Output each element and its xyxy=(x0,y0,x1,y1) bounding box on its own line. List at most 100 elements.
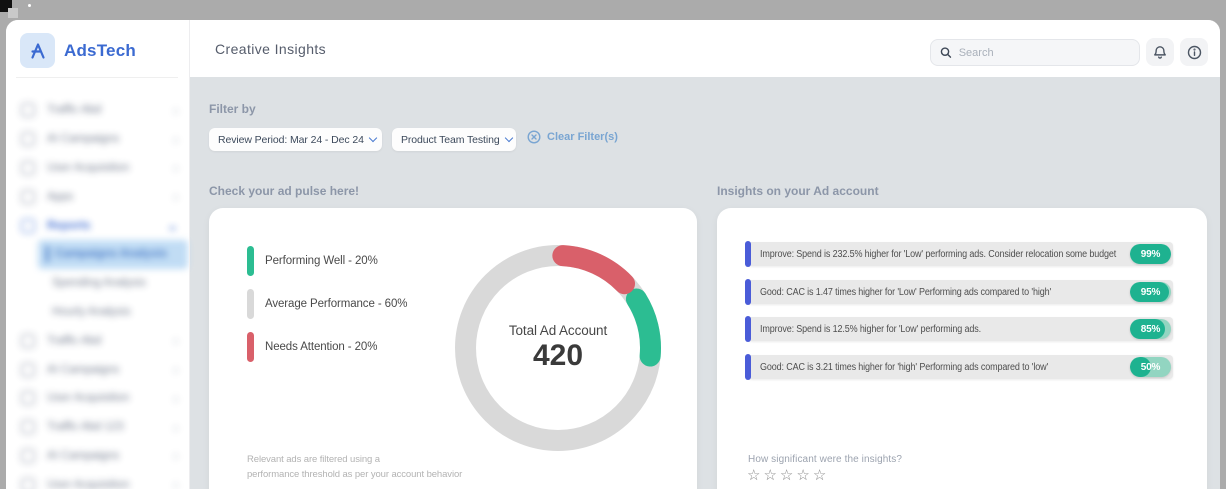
legend-item: Average Performance - 60% xyxy=(247,289,407,319)
insight-row[interactable]: Good: CAC is 1.47 times higher for 'Low'… xyxy=(748,280,1173,304)
donut-segment-needs-attention xyxy=(552,245,636,295)
sidebar-item-user-acquisition[interactable]: User Acquisition › xyxy=(6,154,190,183)
chevron-icon: › xyxy=(173,131,178,147)
rating-question: How significant were the insights? xyxy=(748,454,903,465)
notifications-button[interactable] xyxy=(1146,38,1174,66)
insight-text: Good: CAC is 1.47 times higher for 'Low'… xyxy=(760,287,1052,298)
sidebar-item-ai-campaigns[interactable]: AI Campaigns › xyxy=(6,355,190,384)
team-filter[interactable]: Product Team Testing xyxy=(392,128,516,151)
sidebar-item-ai-campaigns[interactable]: AI Campaigns › xyxy=(6,125,190,154)
nav-item-icon xyxy=(21,132,35,147)
donut-segment-performing-well xyxy=(625,288,661,367)
nav-item-icon xyxy=(21,477,35,489)
chevron-icon: › xyxy=(173,362,178,378)
donut-center-value: 420 xyxy=(532,339,584,372)
nav-item-icon xyxy=(21,420,35,435)
confidence-badge-value: 85% xyxy=(1140,323,1161,335)
review-period-value: Review Period: Mar 24 - Dec 24 xyxy=(218,133,364,146)
sidebar-item-traffic-abd[interactable]: Traffic Abd › xyxy=(6,96,190,125)
sidebar-item-hourly-analysis[interactable]: Hourly Analysis xyxy=(6,298,190,327)
star-icon[interactable]: ☆ xyxy=(812,467,830,484)
donut-legend: Performing Well - 20% Average Performance… xyxy=(247,246,407,375)
star-icon[interactable]: ☆ xyxy=(779,467,797,484)
chevron-icon: › xyxy=(173,333,178,349)
review-period-filter[interactable]: Review Period: Mar 24 - Dec 24 xyxy=(209,128,382,151)
insight-row[interactable]: Good: CAC is 3.21 times higher for 'high… xyxy=(748,355,1173,379)
page-title: Creative Insights xyxy=(215,41,327,57)
confidence-badge-value: 99% xyxy=(1140,248,1161,260)
search-box[interactable] xyxy=(930,39,1140,66)
chevron-icon: › xyxy=(173,390,178,406)
main-content: Filter by Review Period: Mar 24 - Dec 24… xyxy=(190,77,1220,489)
search-input[interactable] xyxy=(958,46,1130,59)
legend-label: Performing Well - 20% xyxy=(265,255,378,267)
header: Creative Insights xyxy=(190,20,1220,77)
nav-item-label: Traffic Abd 123 xyxy=(47,421,124,434)
confidence-badge: 95% xyxy=(1130,282,1171,302)
sidebar-item-reports[interactable]: Reports ⌄ xyxy=(6,211,190,240)
chevron-down-icon xyxy=(368,133,378,143)
sidebar-item-ai-campaigns[interactable]: AI Campaigns › xyxy=(6,442,190,471)
chevron-icon: ⌄ xyxy=(167,217,178,233)
info-button[interactable] xyxy=(1180,38,1208,66)
confidence-badge: 85% xyxy=(1130,319,1171,339)
confidence-badge: 50% xyxy=(1130,357,1171,377)
star-rating[interactable]: ☆☆☆☆☆ xyxy=(747,466,829,484)
donut-center-label: Total Ad Account xyxy=(508,323,608,338)
sidebar-nav: Traffic Abd › AI Campaigns › User Acquisitio… xyxy=(6,96,190,489)
insight-accent-bar xyxy=(745,279,751,305)
sidebar: AdsTech Traffic Abd › AI Campaigns › User Ac… xyxy=(6,20,190,489)
team-filter-value: Product Team Testing xyxy=(401,133,500,146)
nav-item-label: Spending Analysis xyxy=(52,277,146,290)
legend-item: Needs Attention - 20% xyxy=(247,332,407,362)
confidence-badge-fill xyxy=(1130,282,1169,302)
legend-color-bar xyxy=(247,289,254,319)
pulse-section-title: Check your ad pulse here! xyxy=(209,184,360,198)
pulse-footnote: Relevant ads are filtered using a perfor… xyxy=(247,454,463,480)
confidence-badge: 99% xyxy=(1130,244,1171,264)
confidence-badge-fill xyxy=(1130,319,1165,339)
nav-item-label: AI Campaigns xyxy=(47,133,120,146)
search-icon xyxy=(940,47,952,58)
brand-logo[interactable]: AdsTech xyxy=(20,33,136,68)
chevron-icon: › xyxy=(173,448,178,464)
cursor-dot xyxy=(28,4,31,7)
donut-chart: Total Ad Account 420 xyxy=(453,243,663,453)
insight-accent-bar xyxy=(745,354,751,380)
legend-color-bar xyxy=(247,246,254,276)
nav-item-label: User Acquisition xyxy=(47,161,130,174)
star-icon[interactable]: ☆ xyxy=(747,467,764,484)
clear-filters-button[interactable]: Clear Filter(s) xyxy=(527,130,618,144)
nav-item-icon xyxy=(21,160,35,175)
sidebar-item-traffic-abd[interactable]: Traffic Abd › xyxy=(6,326,190,355)
insight-accent-bar xyxy=(745,241,751,267)
sidebar-item-user-acquisition[interactable]: User Acquisition › xyxy=(6,470,190,489)
sidebar-item-spending-analysis[interactable]: Spending Analysis xyxy=(6,269,190,298)
sidebar-item-traffic-abd-123[interactable]: Traffic Abd 123 › xyxy=(6,413,190,442)
legend-label: Needs Attention - 20% xyxy=(265,341,378,353)
legend-label: Average Performance - 60% xyxy=(265,298,408,310)
star-icon[interactable]: ☆ xyxy=(796,467,813,484)
sidebar-item-user-acquisition[interactable]: User Acquisition › xyxy=(6,384,190,413)
insight-text: Good: CAC is 3.21 times higher for 'high… xyxy=(760,362,1049,373)
sidebar-item-campaigns-analysis[interactable]: Campaigns Analysis xyxy=(38,239,188,269)
insight-row[interactable]: Improve: Spend is 232.5% higher for 'Low… xyxy=(748,242,1173,266)
legend-item: Performing Well - 20% xyxy=(247,246,407,276)
nav-item-icon xyxy=(21,448,35,463)
clear-circle-x-icon xyxy=(527,130,541,144)
sidebar-item-apps[interactable]: Apps › xyxy=(6,182,190,211)
donut-chart-svg xyxy=(455,245,661,451)
nav-item-icon xyxy=(21,218,35,233)
insight-row[interactable]: Improve: Spend is 12.5% higher for 'Low'… xyxy=(748,317,1173,341)
top-gray-bar xyxy=(0,0,1226,20)
confidence-badge-fill xyxy=(1130,244,1171,264)
star-icon[interactable]: ☆ xyxy=(763,467,780,484)
nav-item-label: AI Campaigns xyxy=(47,449,120,462)
chevron-down-icon xyxy=(504,133,513,143)
nav-item-label: User Acquisition xyxy=(47,478,130,489)
nav-item-icon xyxy=(21,362,35,377)
chevron-icon: › xyxy=(173,419,178,435)
app-window: AdsTech Traffic Abd › AI Campaigns › User Ac… xyxy=(6,20,1220,489)
insight-accent-bar xyxy=(745,316,751,342)
